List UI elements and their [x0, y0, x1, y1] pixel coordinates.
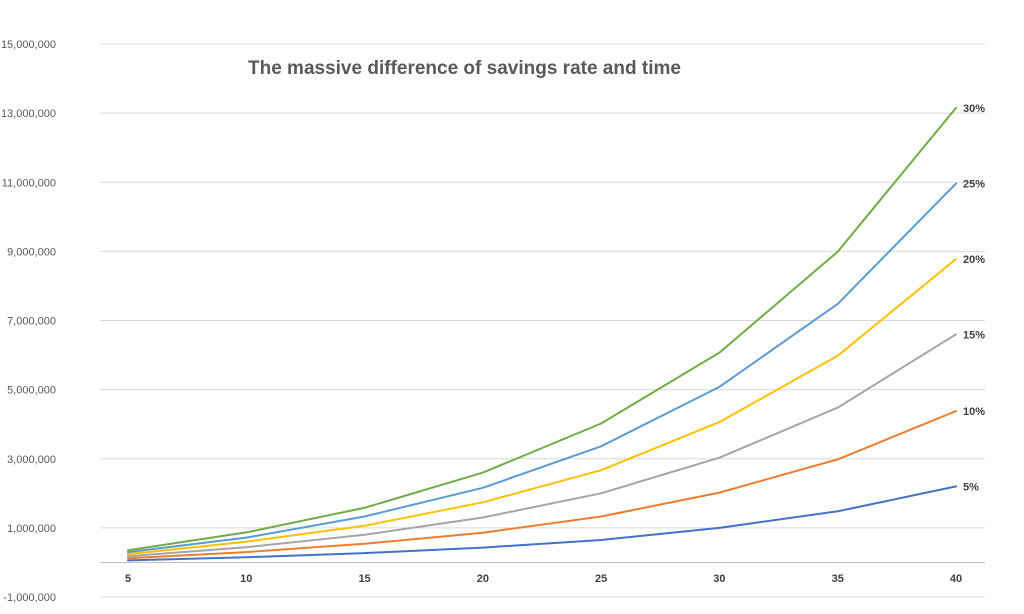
y-tick-label: 7,000,000 [7, 316, 56, 328]
y-tick-label: 5,000,000 [7, 385, 56, 397]
x-tick-label: 30 [713, 573, 725, 585]
x-tick-label: 25 [595, 573, 607, 585]
series-end-label: 5% [963, 481, 979, 493]
y-tick-label: 13,000,000 [1, 108, 56, 120]
x-tick-label: 20 [477, 573, 489, 585]
chart-title: The massive difference of savings rate a… [248, 58, 681, 79]
x-tick-label: 15 [358, 573, 370, 585]
series-end-label: 30% [963, 103, 985, 115]
series-line [127, 410, 957, 560]
series-end-label: 10% [963, 406, 985, 418]
y-tick-label: 9,000,000 [7, 246, 56, 258]
x-tick-label: 10 [240, 573, 252, 585]
series-line [127, 485, 957, 562]
series-line [127, 333, 957, 558]
y-tick-label: 15,000,000 [1, 39, 56, 51]
series-line [127, 106, 957, 552]
x-tick-label: 5 [125, 573, 131, 585]
series-end-label: 25% [963, 179, 985, 191]
series-end-label: 20% [963, 254, 985, 266]
x-tick-label: 40 [950, 573, 962, 585]
y-tick-label: 11,000,000 [2, 177, 56, 189]
series-end-label: 15% [963, 329, 985, 341]
y-tick-label: -1,000,000 [3, 592, 56, 604]
series-line [127, 258, 957, 556]
y-tick-label: 3,000,000 [7, 454, 56, 466]
x-tick-label: 35 [832, 573, 844, 585]
series-line [127, 182, 957, 554]
y-tick-label: 1,000,000 [7, 523, 56, 535]
